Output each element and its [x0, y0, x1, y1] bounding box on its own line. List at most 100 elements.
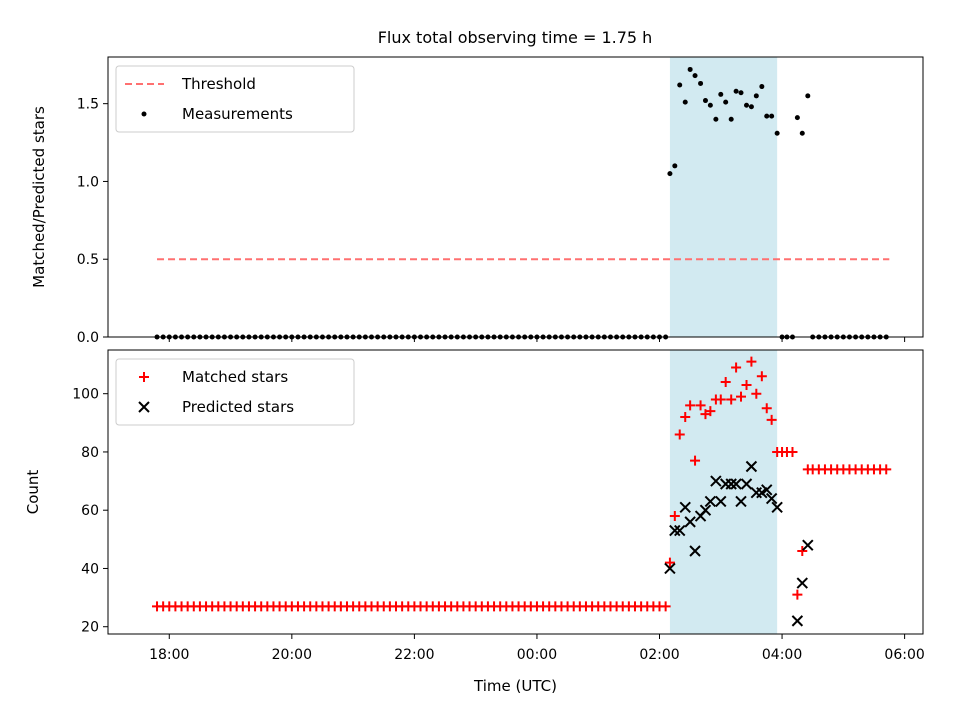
data-point — [746, 356, 757, 367]
x-tick-label: 22:00 — [394, 647, 434, 663]
x-tick-label: 04:00 — [762, 647, 802, 663]
data-point — [805, 93, 811, 99]
data-point — [792, 589, 803, 600]
data-point — [713, 116, 719, 122]
data-point — [704, 495, 717, 508]
data-point — [745, 460, 758, 473]
data-point — [698, 80, 704, 86]
data-point — [764, 113, 770, 119]
data-point — [787, 446, 798, 457]
y-tick-label: 0.0 — [77, 330, 99, 346]
data-point — [718, 91, 724, 97]
data-point — [677, 82, 683, 88]
data-point — [726, 394, 737, 405]
data-point — [799, 130, 805, 136]
data-point — [771, 501, 783, 513]
data-point — [684, 516, 696, 528]
data-point — [733, 88, 739, 94]
data-point — [881, 464, 892, 475]
legend-label: Measurements — [182, 105, 293, 123]
data-point — [710, 475, 722, 487]
axes-frame — [107, 56, 924, 338]
data-point — [797, 545, 808, 556]
data-point — [759, 84, 765, 90]
data-point — [664, 557, 675, 568]
legend-box — [115, 65, 355, 133]
series-matched-stars — [152, 356, 892, 612]
data-point — [751, 388, 762, 399]
data-point — [672, 163, 678, 169]
data-point — [707, 102, 713, 108]
x-tick-label: 06:00 — [884, 647, 924, 663]
series-predicted-stars — [664, 460, 814, 627]
legend: Matched stars Predicted stars — [115, 358, 355, 426]
data-point — [720, 377, 731, 388]
data-point — [687, 66, 693, 72]
data-point — [761, 403, 772, 414]
y-tick-label: 20 — [81, 620, 99, 636]
data-point — [731, 362, 742, 373]
data-point — [664, 562, 676, 575]
y-axis-label: Matched/Predicted stars — [30, 106, 48, 288]
y-axis-label: Count — [24, 470, 42, 515]
legend: Threshold Measurements — [115, 65, 355, 133]
data-point — [735, 495, 747, 508]
data-point — [802, 539, 814, 551]
x-tick-label: 20:00 — [272, 647, 312, 663]
observing-window-shade — [669, 350, 778, 634]
legend-marker — [139, 372, 149, 382]
data-point — [796, 577, 808, 589]
data-point — [680, 411, 691, 422]
data-point — [728, 116, 734, 122]
data-point — [741, 379, 752, 390]
legend-label: Threshold — [181, 75, 256, 93]
data-point — [794, 115, 800, 121]
data-point — [695, 400, 706, 411]
y-tick-label: 1.5 — [77, 97, 99, 113]
data-point — [669, 524, 681, 537]
y-tick-label: 80 — [81, 445, 99, 461]
observing-window-shade — [669, 57, 778, 337]
data-point — [674, 429, 685, 440]
data-point — [753, 93, 759, 99]
data-point — [705, 406, 716, 417]
data-point — [692, 73, 698, 79]
data-point — [761, 484, 773, 496]
x-axis-label: Time (UTC) — [473, 677, 557, 695]
data-point — [725, 478, 737, 490]
legend-label: Predicted stars — [182, 398, 294, 416]
data-point — [679, 501, 691, 513]
axes-frame — [107, 349, 924, 635]
data-point — [744, 102, 750, 108]
legend-label: Matched stars — [182, 368, 288, 386]
data-point — [669, 511, 680, 522]
y-tick-label: 0.5 — [77, 252, 99, 268]
data-point — [740, 478, 753, 490]
legend-box — [115, 358, 355, 426]
legend-marker — [138, 401, 150, 413]
x-tick-label: 02:00 — [639, 647, 679, 663]
data-point — [730, 478, 742, 490]
data-point — [756, 371, 767, 382]
data-point — [765, 492, 778, 505]
legend-marker — [141, 111, 147, 117]
data-point — [774, 130, 780, 136]
panel-2: 20 40 60 80 100 18:00 20:00 22:00 00:00 02:00 04:0… — [24, 349, 925, 695]
data-point — [748, 104, 754, 110]
panel-1: 0.0 0.5 1.0 1.5 Matched/Predicted stars Thres… — [30, 56, 924, 346]
data-point — [769, 113, 775, 119]
data-point — [685, 400, 696, 411]
data-point — [715, 495, 727, 508]
x-tick-label: 00:00 — [517, 647, 557, 663]
data-point — [736, 391, 747, 402]
data-point — [723, 99, 729, 105]
data-point — [766, 414, 777, 425]
data-point — [699, 504, 712, 516]
x-tick-label: 18:00 — [149, 647, 189, 663]
chart-title: Flux total observing time = 1.75 h — [378, 28, 653, 47]
data-point — [715, 394, 726, 405]
data-point — [660, 601, 671, 612]
data-point — [738, 90, 744, 96]
data-point — [682, 99, 688, 105]
